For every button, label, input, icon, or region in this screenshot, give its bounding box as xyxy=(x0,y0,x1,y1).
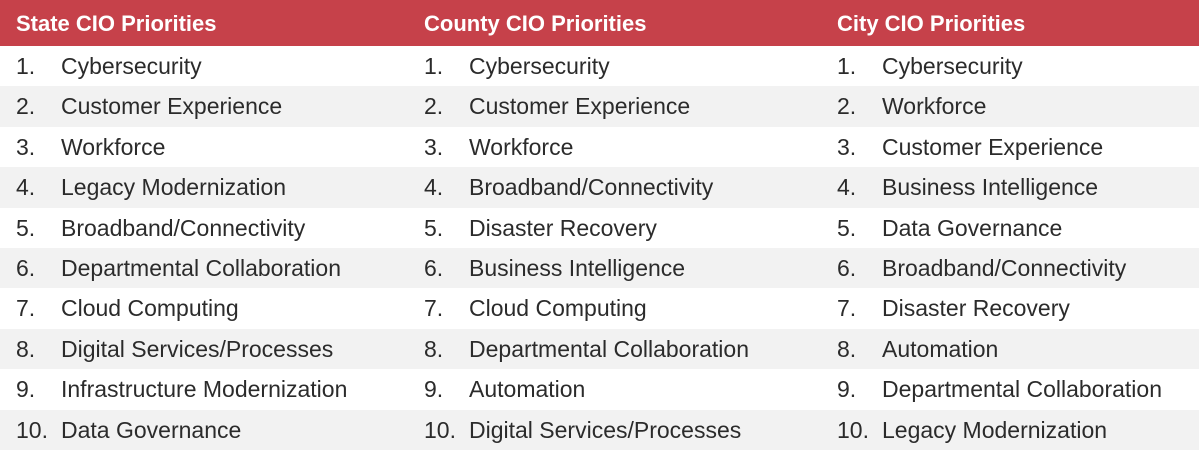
county-rank-number: 10. xyxy=(424,416,456,443)
county-priority-label: Workforce xyxy=(469,133,574,160)
state-rank-number: 1. xyxy=(16,53,36,79)
city-rank-number: 8. xyxy=(837,335,857,362)
state-column-title: State CIO Priorities xyxy=(16,11,217,36)
city-priority-label: Cybersecurity xyxy=(882,53,1023,79)
county-priority-label: Disaster Recovery xyxy=(469,214,657,241)
county-priority-label: Automation xyxy=(469,376,586,403)
city-rank-number: 2. xyxy=(837,93,857,120)
table-row: 10. Data Governance 10. Digital Services/Pr… xyxy=(0,409,1199,450)
city-priority-label: Automation xyxy=(882,335,999,362)
state-priority-label: Cybersecurity xyxy=(61,53,202,79)
table-row: 9. Infrastructure Modernization 9. Automati… xyxy=(0,369,1199,409)
city-priority-label: Departmental Collaboration xyxy=(882,376,1162,403)
county-rank-number: 4. xyxy=(424,174,444,201)
city-rank-number: 4. xyxy=(837,174,857,201)
county-priority-label: Broadband/Connectivity xyxy=(469,174,714,201)
state-priority-label: Digital Services/Processes xyxy=(61,335,334,362)
county-priority-label: Business Intelligence xyxy=(469,255,686,281)
table-row: 6. Departmental Collaboration 6. Business I… xyxy=(0,248,1199,289)
state-priority-label: Customer Experience xyxy=(61,93,283,120)
county-rank-number: 5. xyxy=(424,214,444,241)
county-priority-label: Departmental Collaboration xyxy=(469,335,749,362)
county-column-title: County CIO Priorities xyxy=(424,11,647,36)
county-rank-number: 6. xyxy=(424,255,444,281)
county-rank-number: 9. xyxy=(424,376,444,403)
city-priority-label: Legacy Modernization xyxy=(882,416,1108,443)
state-rank-number: 5. xyxy=(16,214,36,241)
state-rank-number: 4. xyxy=(16,174,36,201)
city-rank-number: 5. xyxy=(837,214,857,241)
state-priority-label: Workforce xyxy=(61,133,166,160)
city-priority-label: Business Intelligence xyxy=(882,174,1099,201)
city-rank-number: 6. xyxy=(837,255,857,281)
state-priority-label: Infrastructure Modernization xyxy=(61,376,348,403)
table-row: 3. Workforce 3. Workforce 3. Customer Experie… xyxy=(0,127,1199,167)
state-priority-label: Legacy Modernization xyxy=(61,174,287,201)
city-priority-label: Disaster Recovery xyxy=(882,295,1070,322)
state-priority-label: Data Governance xyxy=(61,416,242,443)
city-rank-number: 3. xyxy=(837,133,857,160)
city-rank-number: 1. xyxy=(837,53,857,79)
county-rank-number: 3. xyxy=(424,133,444,160)
city-rank-number: 10. xyxy=(837,416,869,443)
city-priority-label: Broadband/Connectivity xyxy=(882,255,1127,281)
city-column-title: City CIO Priorities xyxy=(837,11,1026,36)
county-rank-number: 8. xyxy=(424,335,444,362)
county-priority-label: Digital Services/Processes xyxy=(469,416,742,443)
county-rank-number: 2. xyxy=(424,93,444,120)
state-priority-label: Cloud Computing xyxy=(61,295,239,322)
county-rank-number: 1. xyxy=(424,53,444,79)
table-row: 2. Customer Experience 2. Customer Experien… xyxy=(0,86,1199,127)
table-row: 8. Digital Services/Processes 8. Department… xyxy=(0,328,1199,370)
county-priority-label: Cloud Computing xyxy=(469,295,647,322)
state-rank-number: 10. xyxy=(16,416,48,443)
city-priority-label: Workforce xyxy=(882,93,987,120)
state-rank-number: 9. xyxy=(16,376,36,403)
state-rank-number: 6. xyxy=(16,255,36,281)
state-priority-label: Departmental Collaboration xyxy=(61,255,341,281)
state-rank-number: 8. xyxy=(16,335,36,362)
city-rank-number: 9. xyxy=(837,376,857,403)
table-row: 4. Legacy Modernization 4. Broadband/Connec… xyxy=(0,167,1199,208)
table-row: 7. Cloud Computing 7. Cloud Computing 7. Disa… xyxy=(0,288,1199,328)
state-rank-number: 3. xyxy=(16,133,36,160)
state-rank-number: 2. xyxy=(16,93,36,120)
city-priority-label: Customer Experience xyxy=(882,133,1104,160)
table-row: 1. Cybersecurity 1. Cybersecurity 1. Cybersec… xyxy=(0,46,1199,86)
table-header: State CIO Priorities County CIO Prioriti… xyxy=(0,0,1199,46)
county-priority-label: Cybersecurity xyxy=(469,53,610,79)
state-rank-number: 7. xyxy=(16,295,36,322)
city-priority-label: Data Governance xyxy=(882,214,1063,241)
county-priority-label: Customer Experience xyxy=(469,93,691,120)
city-rank-number: 7. xyxy=(837,295,857,322)
state-priority-label: Broadband/Connectivity xyxy=(61,214,306,241)
table-row: 5. Broadband/Connectivity 5. Disaster Recov… xyxy=(0,208,1199,248)
county-rank-number: 7. xyxy=(424,295,444,322)
